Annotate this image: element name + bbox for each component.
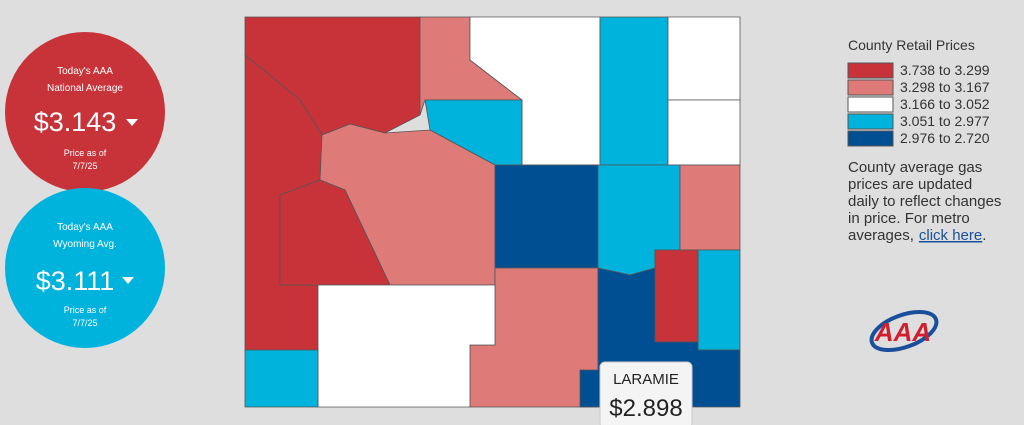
- legend-title: County Retail Prices: [848, 37, 975, 53]
- badge-circle: [5, 32, 165, 192]
- legend-swatch: [847, 130, 894, 147]
- legend-swatch: [847, 113, 894, 130]
- county[interactable]: [654, 249, 699, 343]
- badge-heading: Today's AAA: [57, 66, 113, 77]
- legend-swatch: [847, 62, 894, 79]
- badge-price: $3.111: [36, 266, 115, 296]
- legend-label: 3.738 to 3.299: [900, 62, 990, 78]
- note-line: prices are updated: [848, 176, 972, 193]
- tooltip-price: $2.898: [609, 395, 682, 422]
- state-average-badge[interactable]: Today's AAA Wyoming Avg. $3.111 Price as…: [5, 188, 165, 348]
- badge-as-of: Price as of: [64, 148, 107, 158]
- legend-label: 3.166 to 3.052: [900, 96, 990, 112]
- county[interactable]: [317, 284, 496, 408]
- county[interactable]: [679, 164, 741, 251]
- legend-label: 3.298 to 3.167: [900, 79, 990, 95]
- logo-text: AAA: [874, 317, 931, 347]
- county[interactable]: [667, 99, 741, 166]
- badge-as-of: Price as of: [64, 305, 107, 315]
- legend-swatch: [847, 79, 894, 96]
- note-line: daily to reflect changes: [848, 193, 1001, 210]
- county[interactable]: [599, 16, 669, 166]
- badge-heading: Wyoming Avg.: [53, 239, 117, 250]
- badge-heading: Today's AAA: [57, 222, 113, 233]
- legend: County Retail Prices 3.738 to 3.2993.298…: [847, 37, 990, 147]
- county[interactable]: [244, 349, 319, 408]
- tooltip: LARAMIE $2.898: [599, 361, 693, 425]
- badge-heading: National Average: [47, 83, 123, 94]
- county[interactable]: [279, 179, 391, 286]
- badge-price: $3.143: [34, 107, 117, 137]
- dropdown-arrow: [126, 119, 138, 126]
- legend-label: 2.976 to 2.720: [900, 130, 990, 146]
- county[interactable]: [697, 249, 741, 351]
- tooltip-county: LARAMIE: [613, 371, 679, 388]
- note-line: averages,: [848, 227, 914, 244]
- dropdown-arrow: [122, 277, 134, 284]
- badge-date: 7/7/25: [72, 318, 97, 328]
- logo-ring: [869, 309, 939, 353]
- badge-date: 7/7/25: [72, 161, 97, 171]
- legend-label: 3.051 to 2.977: [900, 113, 990, 129]
- metro-link[interactable]: click here: [919, 227, 982, 244]
- aaa-logo: AAA: [869, 309, 939, 353]
- note-line: in price. For metro: [848, 210, 970, 227]
- county[interactable]: [494, 164, 599, 269]
- county[interactable]: [667, 16, 741, 101]
- legend-swatch: [847, 96, 894, 113]
- national-average-badge[interactable]: Today's AAA National Average $3.143 Pric…: [5, 32, 165, 192]
- badge-circle: [5, 188, 165, 348]
- note-line: County average gas: [848, 159, 982, 176]
- county-map: [244, 16, 741, 408]
- tooltip-box: [599, 361, 693, 425]
- note-end: .: [982, 227, 986, 244]
